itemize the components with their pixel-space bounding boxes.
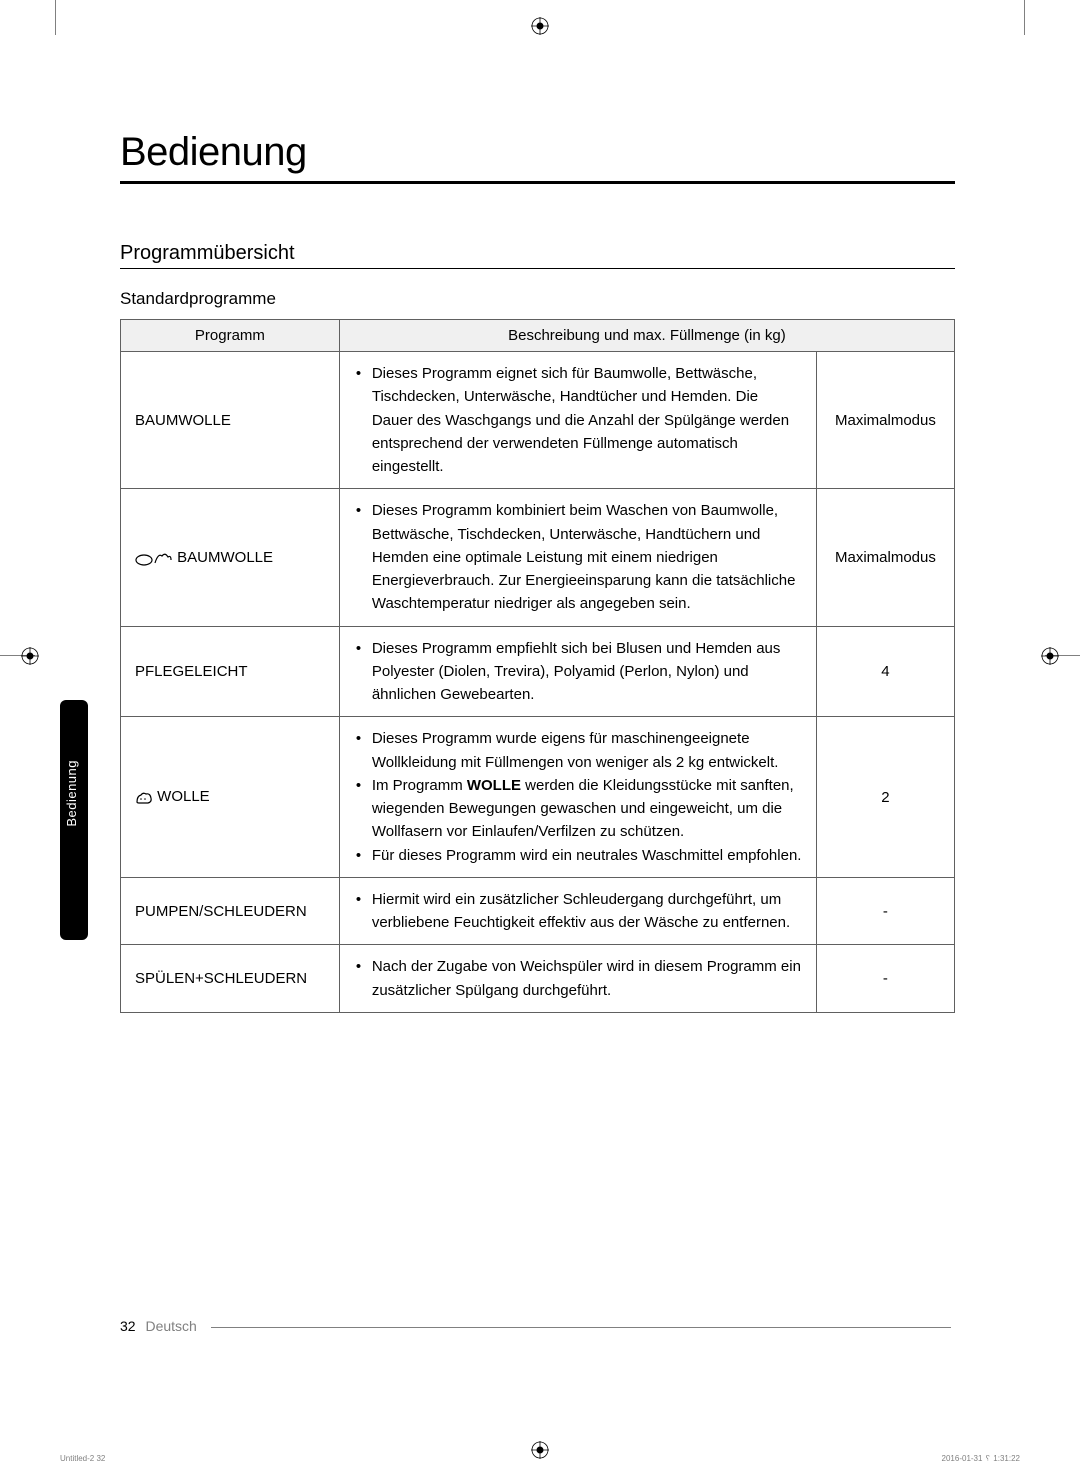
description-cell: Dieses Programm wurde eigens für maschin… (339, 717, 816, 878)
program-name: PFLEGELEICHT (135, 663, 248, 680)
program-cell: SPÜLEN+SCHLEUDERN (121, 945, 340, 1013)
footer-language: Deutsch (145, 1318, 196, 1334)
load-cell: Maximalmodus (816, 352, 954, 489)
subsection-heading: Standardprogramme (120, 289, 955, 309)
description-cell: Nach der Zugabe von Weichspüler wird in … (339, 945, 816, 1013)
load-cell: - (816, 945, 954, 1013)
program-table: Programm Beschreibung und max. Füllmenge… (120, 319, 955, 1013)
page-number: 32 (120, 1318, 136, 1334)
table-row: PUMPEN/SCHLEUDERN Hiermit wird ein zusätz… (121, 877, 955, 945)
table-row: WOLLE Dieses Programm wurde eigens für ma… (121, 717, 955, 878)
description-item: Dieses Programm eignet sich für Baumwoll… (354, 362, 802, 478)
description-item: Für dieses Programm wird ein neutrales W… (354, 844, 802, 867)
table-row: SPÜLEN+SCHLEUDERN Nach der Zugabe von Wei… (121, 945, 955, 1013)
registration-mark-icon (531, 17, 549, 35)
section-underline (120, 268, 955, 269)
program-cell: PUMPEN/SCHLEUDERN (121, 877, 340, 945)
description-cell: Dieses Programm eignet sich für Baumwoll… (339, 352, 816, 489)
program-cell: WOLLE (121, 717, 340, 878)
print-footer-left: Untitled-2 32 (60, 1454, 105, 1463)
crop-mark (1024, 0, 1025, 35)
description-item: Im Programm WOLLE werden die Kleidungsst… (354, 774, 802, 844)
program-cell: PFLEGELEICHT (121, 626, 340, 717)
program-name: BAUMWOLLE (173, 549, 273, 566)
description-cell: Hiermit wird ein zusätzlicher Schleuderg… (339, 877, 816, 945)
description-cell: Dieses Programm empfiehlt sich bei Bluse… (339, 626, 816, 717)
crop-mark (55, 0, 56, 35)
load-cell: - (816, 877, 954, 945)
side-tab-label: Bedienung (64, 760, 84, 827)
program-name: SPÜLEN+SCHLEUDERN (135, 970, 307, 987)
print-footer-right: 2016-01-31 ␦ 1:31:22 (942, 1454, 1020, 1464)
description-item: Dieses Programm empfiehlt sich bei Bluse… (354, 637, 802, 707)
registration-mark-icon (1041, 647, 1059, 665)
load-cell: Maximalmodus (816, 489, 954, 626)
description-item: Hiermit wird ein zusätzlicher Schleuderg… (354, 888, 802, 935)
footer-line (211, 1327, 951, 1328)
table-row: BAUMWOLLE Dieses Programm eignet sich für… (121, 352, 955, 489)
page-footer: 32 Deutsch (120, 1318, 955, 1334)
header-program: Programm (121, 320, 340, 352)
load-cell: 4 (816, 626, 954, 717)
program-name: WOLLE (153, 788, 210, 805)
cotton-eco-icon (135, 549, 173, 566)
description-item: Dieses Programm kombiniert beim Waschen … (354, 499, 802, 615)
page-content: Bedienung Programmübersicht Standardprog… (120, 130, 955, 1013)
heading-underline (120, 181, 955, 184)
load-cell: 2 (816, 717, 954, 878)
registration-mark-icon (21, 647, 39, 665)
registration-mark-icon (531, 1441, 549, 1459)
program-name: BAUMWOLLE (135, 412, 231, 429)
program-cell: BAUMWOLLE (121, 352, 340, 489)
description-item: Dieses Programm wurde eigens für maschin… (354, 727, 802, 774)
section-heading: Programmübersicht (120, 242, 955, 265)
description-cell: Dieses Programm kombiniert beim Waschen … (339, 489, 816, 626)
description-item: Nach der Zugabe von Weichspüler wird in … (354, 955, 802, 1002)
program-cell: BAUMWOLLE (121, 489, 340, 626)
wool-icon (135, 788, 153, 805)
main-heading: Bedienung (120, 130, 955, 175)
table-row: BAUMWOLLE Dieses Programm kombiniert beim… (121, 489, 955, 626)
table-header-row: Programm Beschreibung und max. Füllmenge… (121, 320, 955, 352)
program-name: PUMPEN/SCHLEUDERN (135, 903, 307, 920)
table-row: PFLEGELEICHT Dieses Programm empfiehlt si… (121, 626, 955, 717)
header-description: Beschreibung und max. Füllmenge (in kg) (339, 320, 954, 352)
